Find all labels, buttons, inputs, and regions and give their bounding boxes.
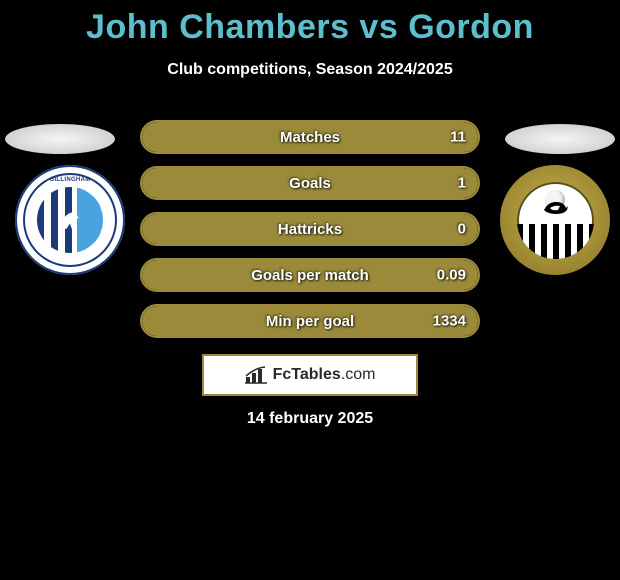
horse-icon [56, 206, 84, 234]
stat-fill-right [310, 168, 478, 198]
stat-label: Goals [289, 175, 331, 192]
player-left-avatar [5, 124, 115, 154]
stat-label: Goals per match [251, 267, 369, 284]
stat-row: Goals 1 [140, 166, 480, 200]
stat-right-value: 1334 [433, 313, 466, 330]
club-left-name: GILLINGHAM [23, 177, 118, 183]
club-badge-left: GILLINGHAM [15, 165, 125, 275]
brand-box[interactable]: FcTables.com [202, 354, 418, 396]
stat-row: Goals per match 0.09 [140, 258, 480, 292]
stat-label: Hattricks [278, 221, 342, 238]
player-right-avatar [505, 124, 615, 154]
stat-right-value: 11 [450, 129, 466, 146]
subtitle: Club competitions, Season 2024/2025 [0, 61, 620, 79]
stat-right-value: 1 [458, 175, 466, 192]
stat-row: Min per goal 1334 [140, 304, 480, 338]
stat-label: Matches [280, 129, 340, 146]
club-badge-right [500, 165, 610, 275]
magpie-icon [540, 196, 570, 218]
stat-row: Matches 11 [140, 120, 480, 154]
bar-chart-icon [245, 366, 267, 384]
page-title: John Chambers vs Gordon [0, 0, 620, 47]
date-label: 14 february 2025 [0, 410, 620, 428]
stat-fill-left [142, 168, 310, 198]
stats-table: Matches 11 Goals 1 Hattricks 0 Goals per match… [140, 120, 480, 350]
stat-right-value: 0.09 [437, 267, 466, 284]
stat-label: Min per goal [266, 313, 354, 330]
stat-right-value: 0 [458, 221, 466, 238]
stat-row: Hattricks 0 [140, 212, 480, 246]
brand-text: FcTables.com [273, 366, 376, 384]
